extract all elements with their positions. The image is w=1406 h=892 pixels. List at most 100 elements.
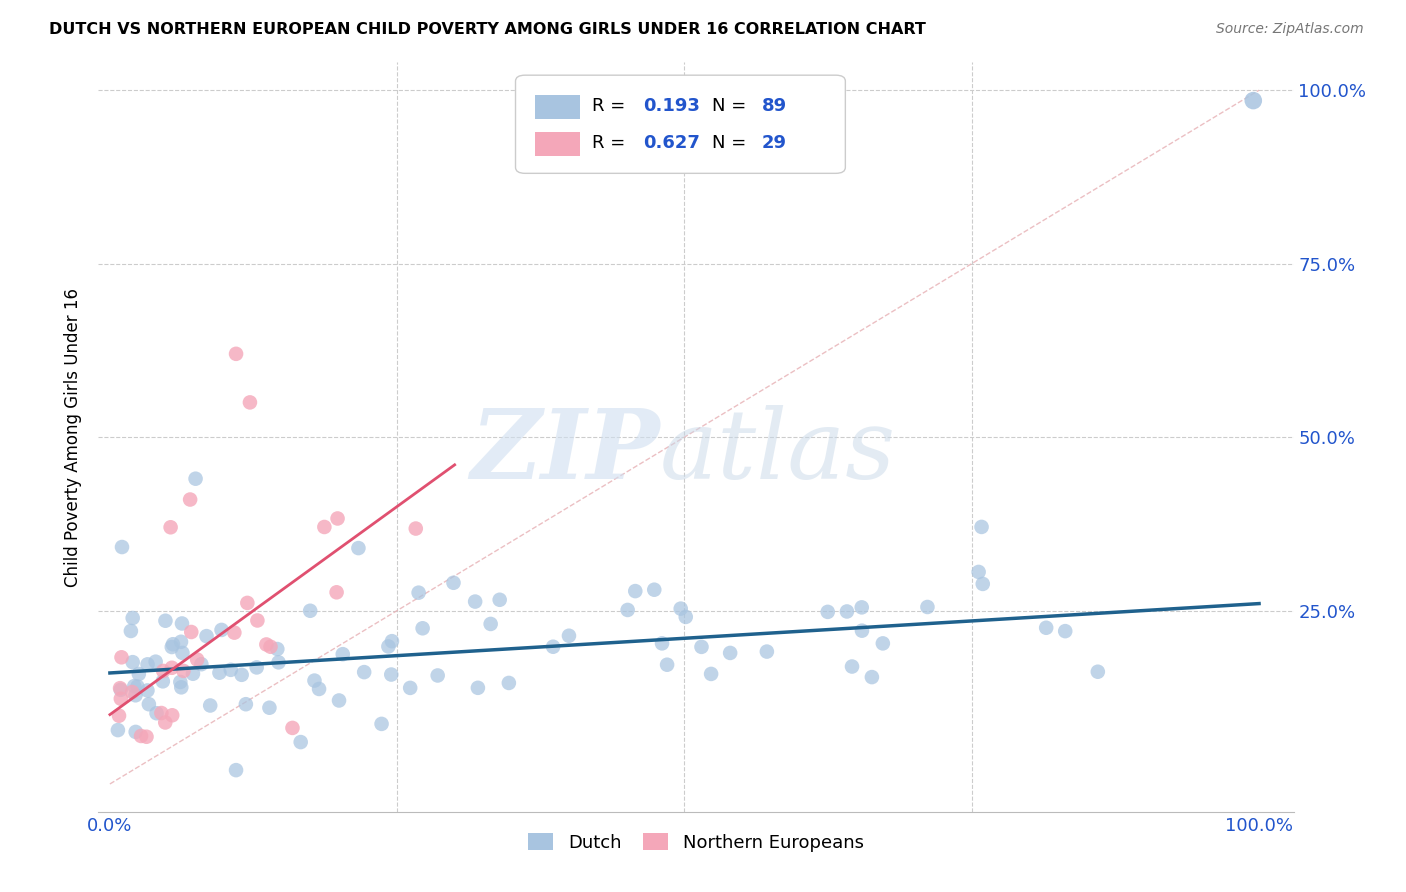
Point — [110, 682, 132, 697]
FancyBboxPatch shape — [534, 132, 581, 156]
Point — [180, 625, 202, 640]
Point — [124, 688, 146, 702]
Text: DUTCH VS NORTHERN EUROPEAN CHILD POVERTY AMONG GIRLS UNDER 16 CORRELATION CHART: DUTCH VS NORTHERN EUROPEAN CHILD POVERTY… — [49, 22, 927, 37]
Point — [479, 616, 502, 631]
Point — [236, 596, 259, 610]
Point — [755, 644, 778, 658]
FancyBboxPatch shape — [534, 95, 581, 119]
Point — [121, 655, 143, 669]
Point — [170, 616, 193, 631]
Point — [225, 763, 247, 777]
Point — [718, 646, 741, 660]
Point — [314, 520, 336, 534]
Text: R =: R = — [592, 97, 631, 115]
Point — [239, 395, 262, 409]
Point — [150, 706, 173, 720]
Point — [170, 681, 193, 695]
Point — [267, 656, 290, 670]
Point — [835, 605, 858, 619]
Point — [173, 664, 195, 678]
Point — [136, 683, 159, 698]
Point — [179, 492, 201, 507]
Point — [235, 697, 257, 711]
Point — [643, 582, 665, 597]
Point — [108, 708, 131, 723]
Point — [122, 679, 145, 693]
Point — [181, 666, 204, 681]
Point — [370, 717, 392, 731]
Point — [851, 624, 873, 638]
Point — [195, 629, 218, 643]
Point — [616, 603, 638, 617]
Point — [120, 624, 142, 638]
Point — [145, 706, 167, 721]
Point — [353, 665, 375, 679]
Point — [541, 640, 564, 654]
Point — [1087, 665, 1109, 679]
Point — [254, 637, 277, 651]
Point — [290, 735, 312, 749]
Point — [1241, 94, 1264, 108]
Point — [159, 520, 181, 534]
Point — [211, 623, 233, 637]
Point — [128, 667, 150, 681]
Point — [169, 675, 191, 690]
Point — [443, 575, 465, 590]
Point — [110, 650, 132, 665]
Point — [381, 634, 404, 648]
Point — [186, 652, 208, 666]
Legend: Dutch, Northern Europeans: Dutch, Northern Europeans — [522, 826, 870, 859]
Point — [231, 668, 253, 682]
Point — [970, 520, 993, 534]
Point — [675, 610, 697, 624]
Point — [152, 664, 174, 678]
Point — [224, 625, 246, 640]
Point — [259, 700, 281, 714]
Point — [860, 670, 883, 684]
Point — [127, 680, 149, 694]
Point — [160, 708, 183, 723]
Point — [155, 715, 177, 730]
Text: atlas: atlas — [661, 405, 896, 499]
Text: N =: N = — [711, 135, 751, 153]
Y-axis label: Child Poverty Among Girls Under 16: Child Poverty Among Girls Under 16 — [65, 287, 83, 587]
Text: R =: R = — [592, 135, 631, 153]
Point — [488, 592, 510, 607]
Point — [872, 636, 894, 650]
Point — [1035, 621, 1057, 635]
Point — [172, 646, 194, 660]
Point — [152, 674, 174, 689]
Point — [121, 685, 143, 699]
Point — [558, 629, 581, 643]
Text: 29: 29 — [762, 135, 787, 153]
Point — [110, 691, 132, 706]
Point — [669, 601, 692, 615]
Point — [690, 640, 713, 654]
Point — [498, 676, 520, 690]
Point — [135, 730, 157, 744]
Point — [467, 681, 489, 695]
Point — [108, 681, 131, 695]
Text: ZIP: ZIP — [471, 405, 661, 499]
Point — [624, 584, 647, 599]
Point — [700, 667, 723, 681]
Point — [308, 681, 330, 696]
Point — [111, 540, 134, 554]
Point — [347, 541, 370, 555]
Point — [405, 522, 427, 536]
Point — [464, 594, 486, 608]
Point — [817, 605, 839, 619]
Point — [326, 511, 349, 525]
Text: N =: N = — [711, 97, 751, 115]
Point — [412, 621, 434, 635]
Point — [225, 347, 247, 361]
Point — [408, 585, 430, 599]
Point — [325, 585, 347, 599]
Point — [107, 723, 129, 737]
Text: 89: 89 — [762, 97, 787, 115]
Point — [160, 661, 183, 675]
Point — [219, 663, 242, 677]
Point — [129, 729, 152, 743]
Point — [841, 659, 863, 673]
Point — [259, 640, 281, 654]
